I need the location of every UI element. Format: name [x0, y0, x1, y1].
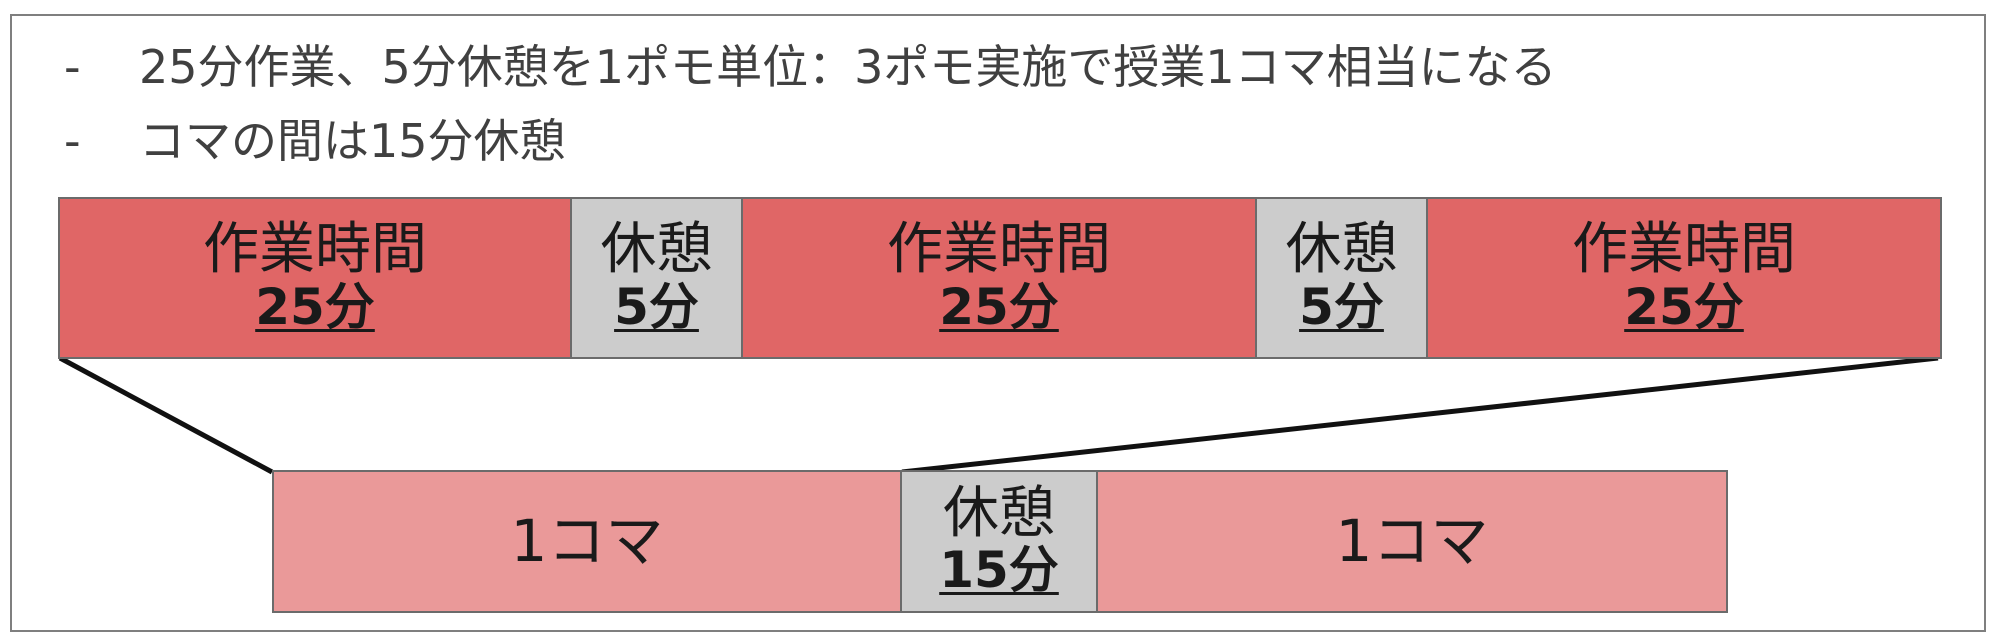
rest-block: 休憩 15分 [902, 470, 1098, 613]
bullet-text: コマの間は15分休憩 [139, 114, 566, 168]
block-label: 休憩 [600, 217, 713, 283]
connector-right [901, 355, 1939, 475]
block-duration: 15分 [939, 541, 1059, 600]
block-duration: 25分 [939, 277, 1059, 336]
block-label: 休憩 [943, 480, 1055, 546]
block-label: 1コマ [510, 507, 664, 576]
diagram-frame [10, 14, 1986, 632]
block-label: 作業時間 [1572, 217, 1796, 283]
koma-block: 1コマ [272, 470, 902, 613]
work-block: 作業時間 25分 [1428, 197, 1942, 359]
rest-block: 休憩 5分 [1257, 197, 1428, 359]
bullet-dash: - [64, 40, 81, 94]
koma-block: 1コマ [1098, 470, 1728, 613]
block-label: 作業時間 [887, 217, 1111, 283]
block-label: 作業時間 [203, 217, 427, 283]
block-label: 休憩 [1285, 217, 1398, 283]
bullet-item-1: -25分作業、5分休憩を1ポモ単位：3ポモ実施で授業1コマ相当になる [64, 44, 1557, 90]
koma-row: 1コマ 休憩 15分 1コマ [272, 470, 1728, 613]
block-duration: 5分 [1299, 277, 1384, 336]
block-duration: 25分 [255, 277, 375, 336]
block-duration: 5分 [614, 277, 699, 336]
bullet-text: 25分作業、5分休憩を1ポモ単位：3ポモ実施で授業1コマ相当になる [139, 40, 1557, 94]
pomodoro-row: 作業時間 25分 休憩 5分 作業時間 25分 休憩 5分 作業時間 25分 [58, 197, 1942, 359]
work-block: 作業時間 25分 [743, 197, 1257, 359]
work-block: 作業時間 25分 [58, 197, 572, 359]
block-label: 1コマ [1335, 507, 1489, 576]
block-duration: 25分 [1624, 277, 1744, 336]
bullet-item-2: - コマの間は15分休憩 [64, 118, 566, 164]
bullet-dash: - [64, 114, 81, 168]
rest-block: 休憩 5分 [572, 197, 743, 359]
connector-left [58, 355, 274, 475]
